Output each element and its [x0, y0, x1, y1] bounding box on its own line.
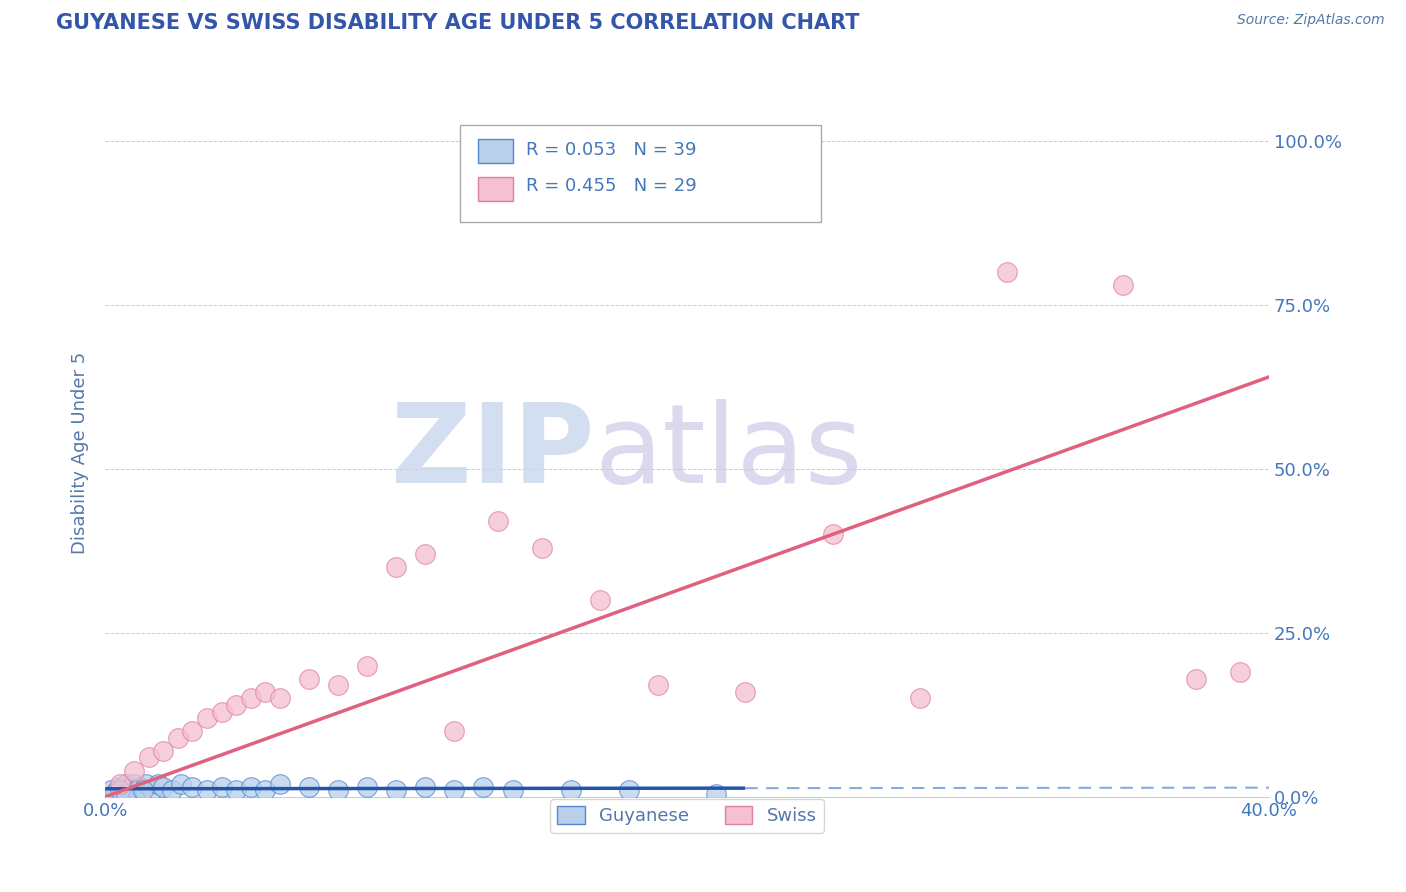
Point — [124, 764, 146, 778]
Point — [326, 678, 349, 692]
Point — [127, 783, 149, 797]
Point — [181, 780, 204, 794]
Point — [560, 783, 582, 797]
Point — [486, 514, 509, 528]
Text: ZIP: ZIP — [391, 399, 593, 506]
Point — [129, 780, 152, 794]
FancyBboxPatch shape — [478, 177, 513, 201]
Point — [472, 780, 495, 794]
Point — [141, 783, 163, 797]
Text: R = 0.053   N = 39: R = 0.053 N = 39 — [526, 141, 697, 159]
Text: GUYANESE VS SWISS DISABILITY AGE UNDER 5 CORRELATION CHART: GUYANESE VS SWISS DISABILITY AGE UNDER 5… — [56, 13, 859, 33]
Point — [704, 787, 727, 801]
Point — [254, 685, 277, 699]
Point — [225, 783, 247, 797]
Point — [120, 780, 142, 794]
Point — [298, 780, 321, 794]
FancyBboxPatch shape — [460, 125, 821, 221]
Point — [995, 265, 1018, 279]
Point — [269, 691, 291, 706]
Point — [211, 705, 233, 719]
Point — [413, 780, 436, 794]
Point — [117, 783, 139, 797]
Point — [100, 783, 122, 797]
Point — [356, 658, 378, 673]
Point — [1185, 672, 1208, 686]
Point — [254, 783, 277, 797]
Point — [530, 541, 553, 555]
Text: Source: ZipAtlas.com: Source: ZipAtlas.com — [1237, 13, 1385, 28]
Point — [111, 783, 134, 797]
Point — [152, 780, 174, 794]
Point — [195, 711, 218, 725]
Point — [225, 698, 247, 712]
Point — [326, 783, 349, 797]
Point — [385, 783, 408, 797]
Text: R = 0.455   N = 29: R = 0.455 N = 29 — [526, 177, 697, 194]
Point — [108, 783, 131, 797]
Legend: Guyanese, Swiss: Guyanese, Swiss — [550, 798, 824, 832]
Point — [167, 731, 190, 745]
Point — [356, 780, 378, 794]
Point — [1229, 665, 1251, 680]
Point — [138, 750, 160, 764]
Point — [124, 777, 146, 791]
Point — [132, 783, 155, 797]
Point — [105, 783, 128, 797]
Y-axis label: Disability Age Under 5: Disability Age Under 5 — [72, 351, 89, 554]
Point — [160, 783, 183, 797]
Point — [239, 691, 262, 706]
Point — [413, 547, 436, 561]
Point — [589, 593, 612, 607]
Point — [443, 783, 465, 797]
Point — [103, 787, 125, 801]
Point — [108, 777, 131, 791]
Point — [647, 678, 669, 692]
Point — [146, 777, 169, 791]
Point — [152, 744, 174, 758]
Point — [195, 783, 218, 797]
Point — [114, 787, 136, 801]
Point — [108, 780, 131, 794]
Point — [135, 777, 157, 791]
Point — [617, 783, 640, 797]
FancyBboxPatch shape — [478, 139, 513, 163]
Point — [114, 777, 136, 791]
Point — [908, 691, 931, 706]
Point — [170, 777, 193, 791]
Point — [211, 780, 233, 794]
Point — [1112, 278, 1135, 293]
Point — [103, 787, 125, 801]
Point — [734, 685, 756, 699]
Point — [298, 672, 321, 686]
Point — [443, 724, 465, 739]
Point — [181, 724, 204, 739]
Point — [821, 527, 844, 541]
Point — [269, 777, 291, 791]
Text: atlas: atlas — [593, 399, 862, 506]
Point — [502, 783, 524, 797]
Point — [385, 560, 408, 574]
Point — [239, 780, 262, 794]
